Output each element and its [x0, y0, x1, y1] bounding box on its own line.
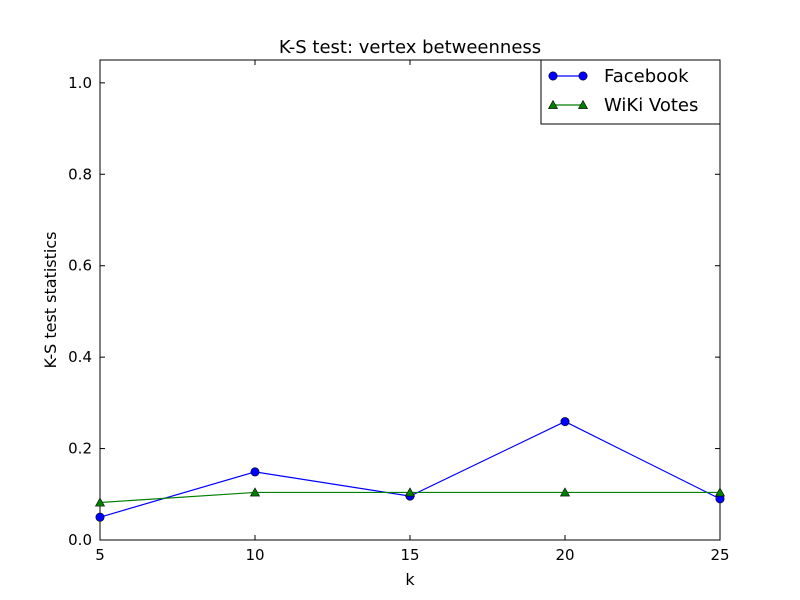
- x-tick-label: 25: [710, 546, 729, 564]
- data-point-wiki-votes: [559, 487, 571, 497]
- x-tick-label: 10: [245, 546, 264, 564]
- data-point-wiki-votes: [249, 487, 261, 497]
- data-point-wiki-votes: [94, 497, 106, 507]
- x-tick-label: 20: [555, 546, 574, 564]
- y-tick-label: 0.6: [68, 257, 92, 275]
- x-tick-label: 15: [400, 546, 419, 564]
- legend-label-wiki-votes: WiKi Votes: [604, 95, 698, 116]
- plot-frame: [99, 59, 721, 541]
- data-point-facebook: [95, 512, 105, 522]
- y-tick-label: 0.2: [68, 440, 92, 458]
- legend-label-facebook: Facebook: [604, 66, 689, 87]
- legend-marker-facebook: [548, 71, 558, 81]
- series-wiki-votes: [94, 487, 726, 507]
- series-line-facebook: [99, 420, 721, 518]
- legend-box: [540, 59, 721, 125]
- legend-marker-facebook: [578, 71, 588, 81]
- y-tick-label: 0.4: [68, 348, 92, 366]
- legend: Facebook WiKi Votes: [540, 59, 721, 125]
- data-point-wiki-votes: [714, 487, 726, 497]
- data-point-wiki-votes: [404, 487, 416, 497]
- plot-area: 5 10 15 20 25 0.0 0.2 0.4 0.6 0.8 1.0: [68, 59, 730, 564]
- data-point-facebook: [560, 417, 570, 427]
- legend-marker-wiki-votes: [547, 99, 559, 109]
- y-axis-label: K-S test statistics: [41, 232, 60, 369]
- y-tick-label: 0.8: [68, 165, 92, 183]
- chart-title: K-S test: vertex betweenness: [279, 37, 541, 58]
- y-tick-label: 0.0: [68, 531, 92, 549]
- data-point-facebook: [250, 467, 260, 477]
- x-axis-label: k: [405, 570, 415, 589]
- series-facebook: [95, 417, 725, 522]
- legend-marker-wiki-votes: [577, 99, 589, 109]
- y-tick-label: 1.0: [68, 74, 92, 92]
- x-tick-label: 5: [95, 546, 105, 564]
